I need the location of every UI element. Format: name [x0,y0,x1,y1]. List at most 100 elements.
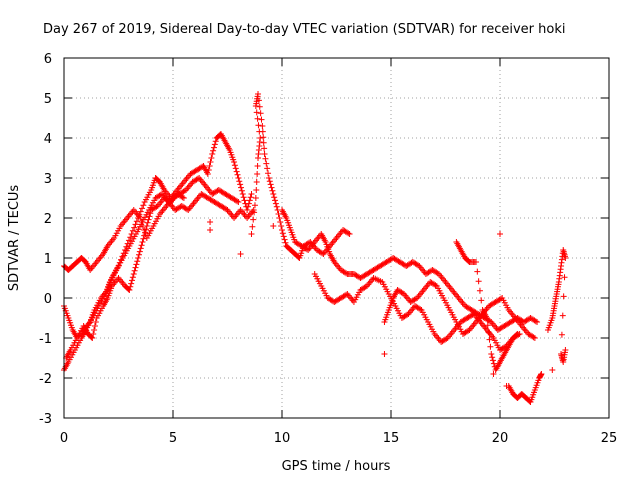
y-tick-label: 1 [44,252,52,267]
data-point [179,194,186,201]
y-tick-labels: -3 -2 -1 0 1 2 3 4 5 6 [39,52,52,427]
data-point [253,109,260,116]
data-point [530,334,537,341]
data-point [269,187,276,194]
data-point [231,159,238,165]
data-point [265,170,272,177]
data-point [249,223,256,230]
data-point [279,230,286,237]
data-point [245,200,252,207]
data-point [549,367,556,373]
data-point [140,235,147,242]
data-point [255,122,262,129]
y-tick-label: 3 [44,172,52,187]
data-point [144,219,151,226]
data-point [131,224,138,231]
data-point [252,195,259,201]
data-point [253,179,260,185]
data-point [261,145,268,152]
data-point [272,197,279,204]
data-point [134,258,141,265]
data-point [381,351,388,357]
data-point [137,245,144,252]
data-point [432,282,439,289]
data-point [279,227,285,233]
data-point [115,263,122,269]
data-point [92,319,99,325]
data-point [143,223,150,229]
data-point [562,347,569,353]
data-point [490,371,497,377]
data-point [262,155,269,162]
y-axis-label: SDTVAR / TECUs [7,185,22,292]
data-point [116,259,123,266]
x-tick-labels: 0 5 10 15 20 25 [60,431,617,446]
data-point [273,203,280,210]
x-tick-label: 15 [383,431,400,446]
data-point [125,237,132,244]
data-point [264,165,271,172]
data-point [478,297,485,304]
data-point [281,236,288,243]
data-point [118,256,125,263]
data-point [558,331,565,338]
data-point [473,259,480,265]
y-tick-label: -2 [39,372,52,387]
data-point [270,191,277,197]
data-point [211,141,218,148]
data-point [139,239,146,245]
x-axis-label: GPS time / hours [282,459,391,474]
data-point [240,194,247,201]
y-tick-label: 0 [44,292,52,307]
data-point [212,138,219,145]
data-point [131,267,138,274]
data-point [469,311,476,318]
data-point [474,268,481,275]
data-point [91,327,98,333]
data-point [261,151,268,157]
data-point [129,277,136,284]
x-tick-label: 5 [169,431,177,446]
data-point [484,322,491,329]
data-point [247,194,254,201]
data-point [146,213,153,220]
data-point [346,231,353,237]
data-point [258,116,265,123]
data-point [234,198,241,205]
data-point [513,331,520,338]
data-point [476,287,483,294]
data-point [485,329,492,336]
data-point [244,203,251,210]
data-point [503,383,510,389]
data-point [233,168,240,175]
data-point [254,171,261,177]
data-point [135,251,142,258]
data-point [531,335,538,341]
data-point [490,357,497,364]
data-point [345,230,352,237]
data-point [497,231,503,237]
data-point [280,233,287,240]
data-point [210,144,217,151]
data-point [257,110,264,117]
data-point [263,160,270,167]
data-point [244,207,251,213]
data-point [560,293,567,300]
data-point [255,91,262,97]
data-point [147,210,154,217]
data-point [514,331,521,337]
data-point [260,139,267,146]
data-point [248,191,255,197]
data-point [282,239,289,246]
data-point [142,229,149,236]
data-point [248,231,255,237]
data-point [319,250,326,257]
data-point [128,280,135,287]
data-point [208,155,215,161]
data-point [130,271,137,277]
data-point [259,123,266,129]
x-tick-label: 20 [492,431,509,446]
y-tick-label: 4 [44,132,52,147]
data-point [239,191,246,197]
data-point [120,250,127,257]
